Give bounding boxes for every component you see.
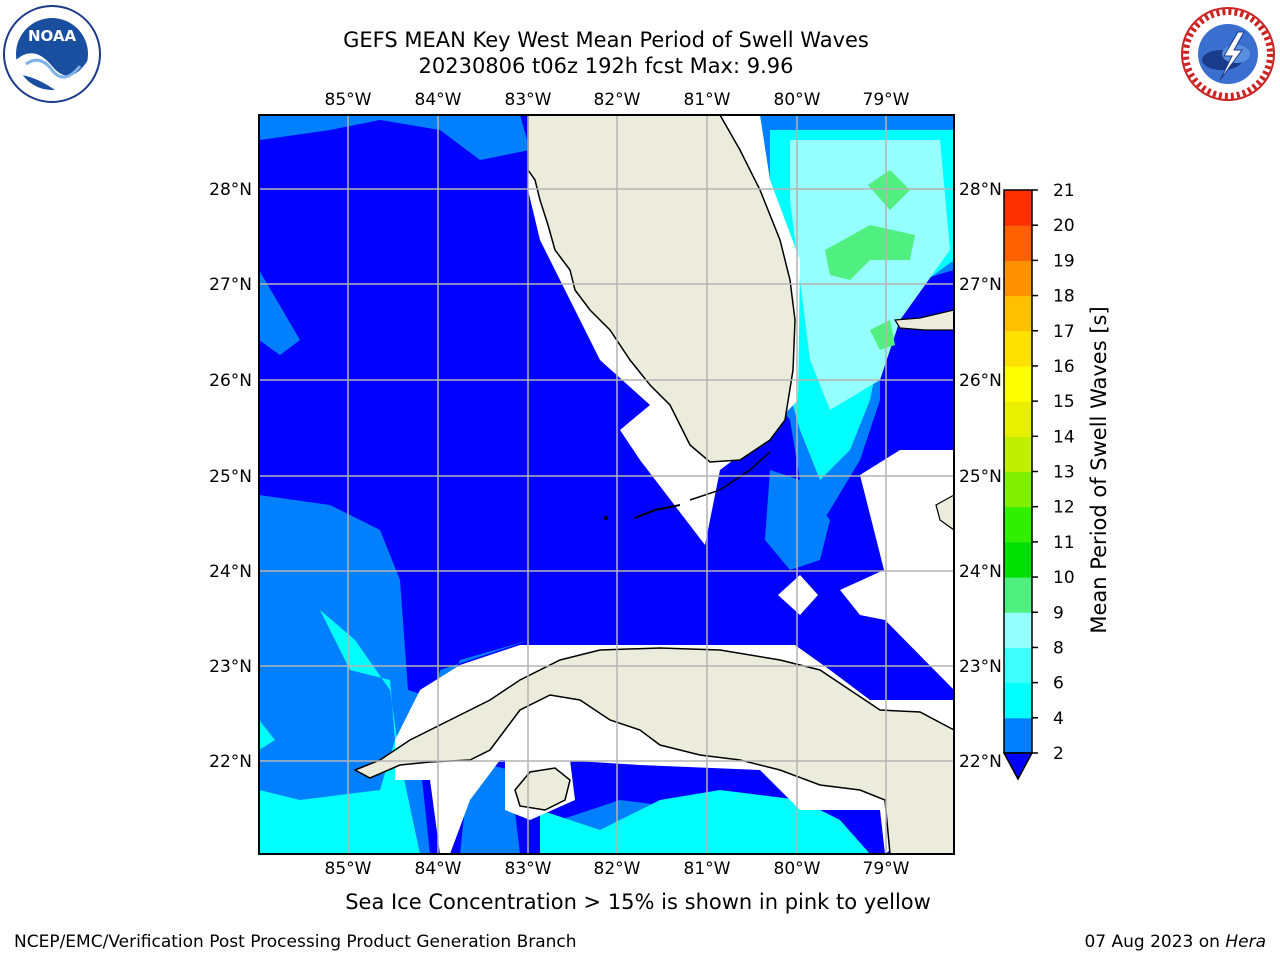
ocean-contour-6-8 [259,720,275,750]
lat-label-right: 24°N [959,562,1002,582]
ocean-contour-9-10 [825,225,915,280]
lon-label-bottom: 84°W [415,859,462,879]
footer-credit: NCEP/EMC/Verification Post Processing Pr… [14,932,577,952]
colorbar-tick-label: 16 [1053,357,1075,377]
lat-label-left: 28°N [209,180,252,200]
colorbar-tick-label: 8 [1053,638,1064,658]
colorbar-tick-label: 20 [1053,216,1075,236]
gridlines [259,115,954,854]
colorbar-tick-label: 6 [1053,674,1064,694]
colorbar-tick-label: 11 [1053,533,1075,553]
ocean-contour-8-9 [790,140,950,410]
lat-label-right: 27°N [959,275,1002,295]
map-frame [258,114,955,855]
ocean-contour-4-6 [259,122,340,140]
colorbar-band [1004,365,1032,402]
colorbar-band [1004,647,1032,684]
lon-label-bottom: 85°W [325,859,372,879]
land-bahamas [893,309,954,331]
lon-label-bottom: 81°W [684,859,731,879]
lon-label-bottom: 79°W [863,859,910,879]
lat-label-right: 22°N [959,752,1002,772]
colorbar-band [1004,717,1032,754]
dry-tortugas [604,516,608,520]
land-florida [527,115,796,463]
colorbar-band [1004,682,1032,719]
colorbar-band [1004,471,1032,508]
florida-keys [634,504,681,519]
map-title: GEFS MEAN Key West Mean Period of Swell … [343,28,869,52]
lon-label-top: 81°W [684,90,731,110]
map-plot-area [259,115,954,854]
map-subtitle: 20230806 t06z 192h fcst Max: 9.96 [418,54,794,78]
land-cuba [353,647,954,854]
lon-label-bottom: 80°W [774,859,821,879]
colorbar: 2 4 6 8 9 10 11 12 13 14 15 16 17 18 19 20 21 [1002,181,1075,781]
ocean-contour-4-6 [259,270,300,355]
footer-date-text: 07 Aug 2023 on [1084,932,1226,952]
lon-label-bottom: 83°W [505,859,552,879]
ocean-contour-6-8 [540,790,870,854]
lon-label-top: 83°W [505,90,552,110]
colorbar-tick-label: 17 [1053,322,1075,342]
colorbar-band [1004,190,1032,226]
ocean-contour-4-6 [259,495,530,854]
colorbar-band [1004,506,1032,543]
lat-label-left: 24°N [209,562,252,582]
lon-label-top: 84°W [415,90,462,110]
colorbar-tick-label: 18 [1053,287,1075,307]
colorbar-band [1004,401,1032,437]
land-bahamas [935,494,954,531]
colorbar-band [1004,330,1032,367]
colorbar-band [1004,436,1032,472]
colorbar-tick-label: 12 [1053,498,1075,518]
colorbar-band [1004,260,1032,297]
lat-label-right: 26°N [959,371,1002,391]
lon-label-top: 82°W [594,90,641,110]
lat-label-left: 22°N [209,752,252,772]
colorbar-band [1004,577,1032,613]
lon-label-top: 85°W [325,90,372,110]
colorbar-tick-label: 4 [1053,709,1064,729]
colorbar-label: Mean Period of Swell Waves [s] [1087,306,1111,633]
colorbar-tick-label: 9 [1053,603,1064,623]
noaa-logo-text: NOAA [28,27,77,45]
noaa-logo: NOAA [3,5,101,103]
lat-label-left: 26°N [209,371,252,391]
lon-label-top: 80°W [774,90,821,110]
colorbar-tick-label: 2 [1053,744,1064,764]
no-data-region [840,450,954,690]
colorbar-tick-label: 15 [1053,392,1075,412]
lat-label-right: 25°N [959,467,1002,487]
ocean-contour-9-10 [870,320,895,350]
lat-label-right: 23°N [959,657,1002,677]
lat-label-left: 27°N [209,275,252,295]
colorbar-tick-label: 14 [1053,427,1075,447]
colorbar-band [1004,612,1032,648]
colorbar-extension [1002,752,1034,781]
no-data-region [778,575,818,615]
lat-label-left: 25°N [209,467,252,487]
lat-label-left: 23°N [209,657,252,677]
colorbar-tick-label: 21 [1053,181,1075,201]
colorbar-tick-label: 19 [1053,251,1075,271]
lon-label-top: 79°W [863,90,910,110]
colorbar-band [1004,541,1032,578]
sea-ice-note: Sea Ice Concentration > 15% is shown in … [345,890,931,914]
footer-host: Hera [1225,932,1266,952]
lon-label-bottom: 82°W [594,859,641,879]
colorbar-tick-label: 10 [1053,568,1075,588]
ocean-contour-9-10 [868,170,910,210]
ocean-contour-6-8 [259,610,420,854]
florida-keys [689,451,771,501]
nws-logo [1181,7,1275,101]
colorbar-band [1004,225,1032,261]
colorbar-band [1004,295,1032,332]
footer-date: 07 Aug 2023 on Hera [1084,932,1266,952]
ocean-contour-4-6 [259,115,530,160]
lat-label-right: 28°N [959,180,1002,200]
colorbar-tick-label: 13 [1053,463,1075,483]
